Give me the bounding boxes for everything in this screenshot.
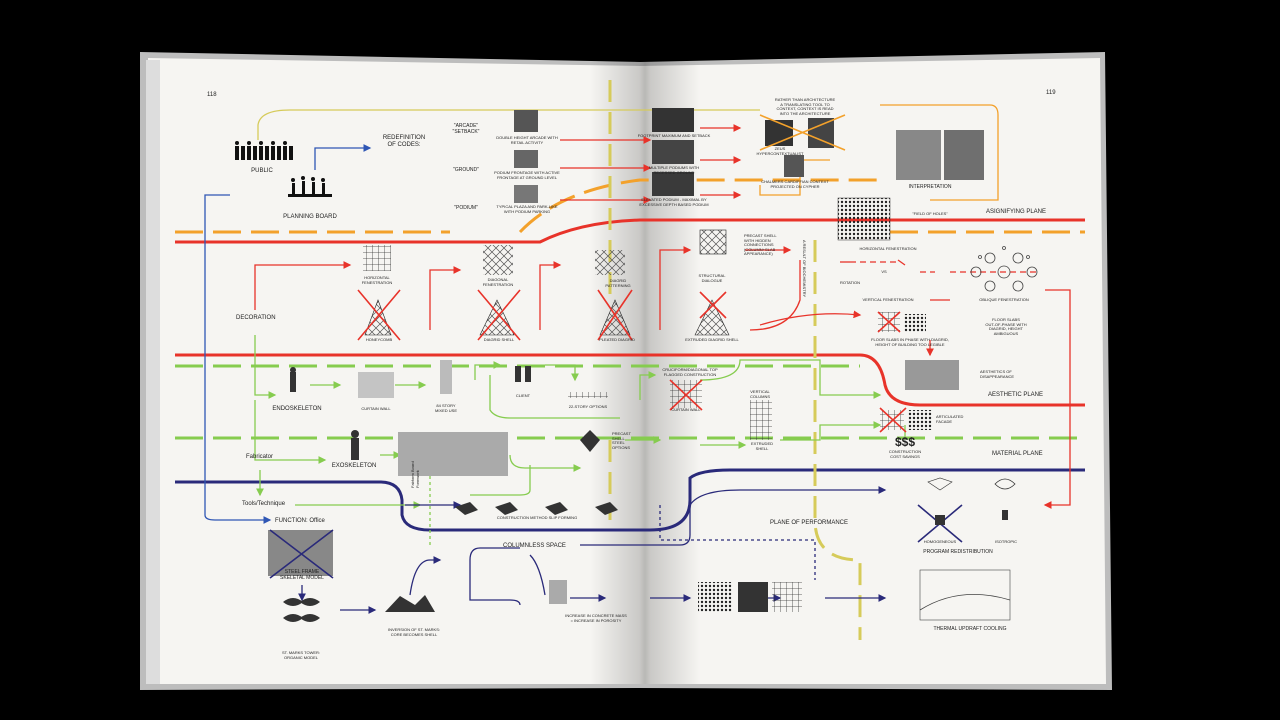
- cross-marks-orange: [759, 114, 846, 151]
- label-program-redistribution: PROGRAM REDISTRIBUTION: [923, 549, 993, 555]
- label-cruciform: CRUCIFORM/DIAGONAL TOP FLAGGED CONSTRUCT…: [662, 367, 718, 377]
- label-function-office: FUNCTION: Office: [275, 518, 325, 524]
- label-articulated-facade: ARTICULATED FACADE: [936, 414, 964, 424]
- label-tools: Tools/Technique: [242, 501, 286, 507]
- planning-board-icon: [288, 176, 332, 197]
- caption-multiple-podiums: MULTIPLE PODIUMS WITH RECESSED GROUND: [648, 165, 700, 175]
- label-slip-forming: CONSTRUCTION METHOD SLIP FORMING: [496, 515, 578, 520]
- small-glyphs: [283, 366, 1016, 622]
- label-thermal: THERMAL UPDRAFT COOLING: [933, 626, 1007, 632]
- label-columnless: COLUMNLESS SPACE: [503, 543, 566, 549]
- label-asignifying-plane: ASIGNIFYING PLANE: [986, 209, 1047, 215]
- red-arrows: [254, 246, 1071, 509]
- label-curtain-wall: CURTAIN WALL: [361, 406, 391, 411]
- label-exoskeleton: EXOSKELETON: [331, 463, 377, 469]
- label-zeus: ZEUS HYPERCONTEXTUALIST: [756, 146, 804, 156]
- label-isotropic: ISOTROPIC: [994, 539, 1018, 544]
- label-pleated-diagrid: PLEATED DIAGRID: [599, 337, 635, 342]
- label-public: PUBLIC: [251, 168, 273, 174]
- label-podium: "PODIUM": [454, 205, 478, 211]
- label-mixed-use: 84 STORY MIXED USE: [434, 403, 458, 413]
- caption-elevated: ELEVATED PODIUM - MAXIMAL BY EXCESSIVE D…: [639, 197, 709, 207]
- label-ground: "GROUND": [453, 167, 479, 173]
- label-vs: VS: [881, 269, 887, 274]
- label-curtain-wall-r: CURTAIN WALL: [671, 407, 701, 412]
- label-field-of-holes: "FIELD OF HOLES": [912, 211, 948, 216]
- label-fabricator: Fabricator: [246, 454, 274, 460]
- label-a-result: A RESULT OF BIOCHEMISTRY: [802, 240, 807, 298]
- label-st-marks: ST. MARKS TOWER: ORGANIC MODEL: [281, 650, 321, 660]
- people-icon: [235, 141, 293, 160]
- label-redefinition: REDEFINITION OF CODES:: [382, 135, 426, 148]
- label-structural-dialogue: STRUCTURAL DIALOGUE: [698, 273, 726, 283]
- cross-marks: [357, 289, 907, 433]
- page-number-right: 119: [1046, 90, 1056, 96]
- label-honeycomb: HONEYCOMB: [365, 337, 393, 342]
- label-plane-of-performance: PLANE OF PERFORMANCE: [770, 520, 849, 526]
- label-decoration: DECORATION: [236, 315, 276, 321]
- label-inversion: INVERSION OF ST. MARKS: CORE BECOMES SHE…: [387, 627, 441, 637]
- navy-arrows: [298, 486, 887, 614]
- label-rotation: ROTATION: [839, 280, 861, 285]
- label-vertical-fen: VERTICAL FENESTRATION: [862, 297, 914, 302]
- circles-icon: [970, 246, 1038, 292]
- caption-typical-podium: TYPICAL PLAZA AND PARK-LIKE WITH PODIUM …: [496, 204, 558, 214]
- label-floor-slabs: FLOOR SLABS IN PHASE WITH DIAGRID, HEIGH…: [871, 337, 949, 347]
- label-chalmers: CHALMERS CARDIFFIAN CONTEXT PROJECTED ON…: [761, 179, 829, 189]
- label-oblique-fen: OBLIQUE FENESTRATION: [979, 297, 1029, 302]
- label-extruded-diagrid: EXTRUDED DIAGRID SHELL: [685, 337, 739, 342]
- top-connectors: [204, 104, 999, 524]
- label-horizontal-fen: HORIZONTAL FENESTRATION: [361, 275, 393, 285]
- label-story-options: 22-STORY OPTIONS: [568, 404, 608, 409]
- label-construction-cost: CONSTRUCTION COST SAVINGS: [888, 449, 922, 459]
- caption-podium-frontage: PODIUM FRONTAGE WITH ACTIVE FRONTAGE AT …: [494, 170, 560, 180]
- label-vertical-columns: VERTICAL COLUMNS: [749, 389, 771, 399]
- label-dollars: $$$: [894, 435, 916, 449]
- caption-footprint: FOOTPRINT MAXIMUM AND SETBACK: [637, 133, 711, 138]
- label-endoskeleton: ENDOSKELETON: [272, 406, 322, 412]
- label-steel-frame: STEEL FRAME SKELETAL MODEL: [280, 569, 324, 581]
- label-diagonal-fen: DIAGONAL FENESTRATION: [482, 277, 514, 287]
- label-arcade-setback: "ARCADE" "SETBACK": [452, 123, 480, 135]
- label-aesthetics: AESTHETICS OF DISAPPEARANCE: [980, 369, 1015, 379]
- label-floor-slabs-out: FLOOR SLABS OUT-OF-PHASE WITH DIAGRID, H…: [985, 317, 1027, 336]
- plane-lines: [175, 80, 1085, 640]
- label-fabform: Fabform Board Formwork: [410, 461, 420, 488]
- label-material-plane: MATERIAL PLANE: [992, 451, 1043, 457]
- label-precast-shell: PRECAST SHELL WITH HIDDEN CONNECTIONS (C…: [744, 233, 777, 257]
- label-diagrid-shell: DIAGRID SHELL: [483, 337, 515, 342]
- label-interpretation: INTERPRETATION: [908, 184, 952, 190]
- label-planning-board: PLANNING BOARD: [283, 214, 337, 220]
- label-homogeneous: HOMOGENEOUS: [923, 539, 957, 544]
- label-rather-than: RATHER THAN ARCHITECTURE A TRANSLATING T…: [774, 97, 836, 116]
- label-aesthetic-plane: AESTHETIC PLANE: [988, 392, 1044, 398]
- label-extruded-shell: EXTRUDED SHELL: [750, 441, 774, 451]
- label-increase: INCREASE IN CONCRETE MASS = INCREASE IN …: [565, 613, 627, 623]
- label-horizontal-fen-r: HORIZONTAL FENESTRATION: [859, 246, 917, 251]
- label-diagrid-patterning: DIAGRID PATTERNING: [605, 278, 631, 288]
- label-precast-options: PRECAST SHELL STEEL OPTIONS: [612, 431, 631, 450]
- green-arrows: [254, 335, 906, 545]
- page-number-left: 118: [207, 92, 217, 98]
- label-client: CLIENT: [515, 393, 531, 398]
- caption-double-height: DOUBLE HEIGHT ARCADE WITH RETAIL ACTIVIT…: [496, 135, 558, 145]
